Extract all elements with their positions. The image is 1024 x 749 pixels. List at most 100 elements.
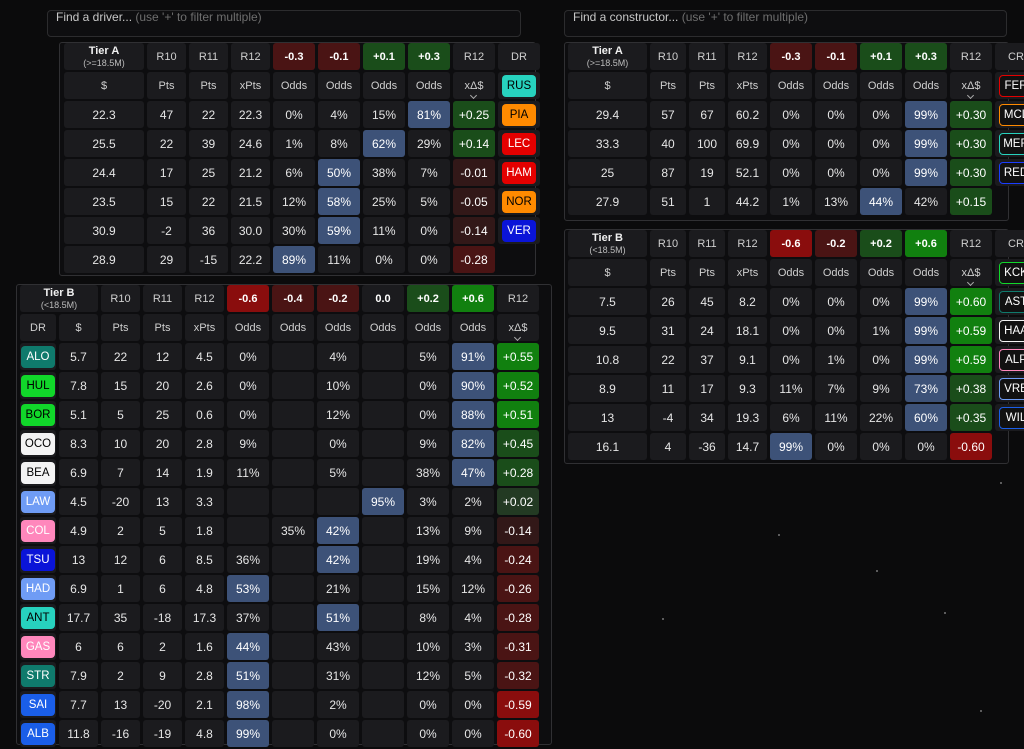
driver-tag[interactable]: SAI (21, 693, 55, 716)
constructor-tag[interactable]: VRB (999, 377, 1024, 400)
driver-code-cell[interactable]: GAS (20, 633, 56, 660)
constructor-code-cell[interactable]: VRB (995, 375, 1024, 402)
driver-tag[interactable]: RUS (502, 74, 536, 97)
constructor-tag[interactable]: ALP (999, 348, 1024, 371)
column-header: R10 (101, 285, 140, 312)
sort-column-header[interactable]: xΔ$ (950, 259, 992, 286)
driver-code-cell[interactable]: VER (498, 217, 540, 244)
driver-code-cell[interactable]: ALO (20, 343, 56, 370)
table-cell: 0.6 (185, 401, 224, 428)
driver-code-cell[interactable]: BOR (20, 401, 56, 428)
constructor-tag[interactable]: MER (999, 132, 1024, 155)
column-header: 0.0 (362, 285, 404, 312)
constructor-tag[interactable]: HAA (999, 319, 1024, 342)
driver-search-input[interactable] (47, 10, 521, 37)
column-header: R12 (453, 43, 495, 70)
constructor-code-cell[interactable]: FER (995, 72, 1024, 99)
driver-code-cell[interactable]: BEA (20, 459, 56, 486)
driver-code-cell[interactable]: STR (20, 662, 56, 689)
driver-tag[interactable]: HUL (21, 374, 55, 397)
constructor-code-cell[interactable]: HAA (995, 317, 1024, 344)
driver-tag[interactable]: LAW (21, 490, 55, 513)
driver-tag[interactable]: ANT (21, 606, 55, 629)
driver-tag[interactable]: TSU (21, 548, 55, 571)
constructor-tag[interactable]: FER (999, 74, 1024, 97)
odds-value: 1% (273, 130, 315, 157)
driver-code-cell[interactable]: NOR (498, 188, 540, 215)
column-subheader: Pts (143, 314, 182, 341)
constructor-code-cell[interactable]: WIL (995, 404, 1024, 431)
constructor-tag[interactable]: RED (999, 161, 1024, 184)
constructor-search[interactable]: Find a constructor... (use '+' to filter… (564, 5, 1007, 37)
driver-search[interactable]: Find a driver... (use '+' to filter mult… (47, 5, 521, 37)
constructor-code-cell[interactable]: MER (995, 130, 1024, 157)
table-cell: 31 (650, 317, 686, 344)
driver-code-cell[interactable]: SAI (20, 691, 56, 718)
odds-value: 1% (815, 346, 857, 373)
constructor-tag[interactable]: AST (999, 290, 1024, 313)
constructor-tag[interactable]: KCK (999, 261, 1024, 284)
constructor-tag[interactable]: MCL (999, 103, 1024, 126)
constructor-search-input[interactable] (564, 10, 1007, 37)
driver-code-cell[interactable]: LEC (498, 130, 540, 157)
driver-code-cell[interactable]: PIA (498, 101, 540, 128)
odds-value: 60% (905, 404, 947, 431)
driver-tag[interactable]: HAD (21, 577, 55, 600)
sort-column-header[interactable]: xΔ$ (950, 72, 992, 99)
driver-tag[interactable]: BEA (21, 461, 55, 484)
driver-code-cell[interactable]: TSU (20, 546, 56, 573)
column-subheader: Odds (770, 72, 812, 99)
sort-column-header[interactable]: xΔ$ (453, 72, 495, 99)
driver-code-cell[interactable]: ALB (20, 720, 56, 747)
driver-code-cell[interactable]: HAD (20, 575, 56, 602)
constructor-code-cell[interactable]: AST (995, 288, 1024, 315)
table-cell: 9.5 (568, 317, 647, 344)
driver-tag[interactable]: ALB (21, 722, 55, 745)
driver-code-cell[interactable]: OCO (20, 430, 56, 457)
driver-tag[interactable]: ALO (21, 345, 55, 368)
odds-value: 9% (452, 517, 494, 544)
driver-tag[interactable]: GAS (21, 635, 55, 658)
odds-value: 22% (860, 404, 902, 431)
odds-value: 0% (815, 317, 857, 344)
table-cell: 28.9 (64, 246, 144, 273)
odds-value: 0% (407, 691, 449, 718)
odds-value: 99% (770, 433, 812, 460)
driver-code-cell[interactable]: COL (20, 517, 56, 544)
odds-value: 0% (317, 430, 359, 457)
driver-code-cell[interactable]: LAW (20, 488, 56, 515)
table-cell: -2 (147, 217, 186, 244)
constructor-code-cell[interactable]: RED (995, 159, 1024, 186)
driver-code-cell[interactable]: RUS (498, 72, 540, 99)
driver-tag[interactable]: LEC (502, 132, 536, 155)
table-cell: 30.9 (64, 217, 144, 244)
constructor-tag[interactable]: WIL (999, 406, 1024, 429)
sort-column-header[interactable]: xΔ$ (497, 314, 539, 341)
driver-code-cell[interactable]: HUL (20, 372, 56, 399)
driver-tag[interactable]: COL (21, 519, 55, 542)
delta-value: +0.55 (497, 343, 539, 370)
constructor-code-cell[interactable]: ALP (995, 346, 1024, 373)
driver-tag[interactable]: STR (21, 664, 55, 687)
driver-code-cell[interactable]: ANT (20, 604, 56, 631)
odds-value: 0% (815, 159, 857, 186)
driver-tag[interactable]: NOR (502, 190, 536, 213)
driver-tag[interactable]: BOR (21, 403, 55, 426)
tier-label: Tier A (>=18.5M) (568, 43, 647, 70)
column-subheader: Odds (815, 72, 857, 99)
driver-tag[interactable]: PIA (502, 103, 536, 126)
constructor-code-cell[interactable]: MCL (995, 101, 1024, 128)
odds-value: 0% (770, 288, 812, 315)
odds-value: 4% (318, 101, 360, 128)
delta-value: +0.59 (950, 317, 992, 344)
column-subheader: Pts (650, 72, 686, 99)
column-subheader: Odds (815, 259, 857, 286)
table-cell: 1 (689, 188, 725, 215)
odds-value: 81% (408, 101, 450, 128)
driver-tag[interactable]: VER (502, 219, 536, 242)
driver-tag[interactable]: HAM (502, 161, 536, 184)
driver-tag[interactable]: OCO (21, 432, 55, 455)
constructor-code-cell[interactable]: KCK (995, 259, 1024, 286)
odds-value: 35% (272, 517, 314, 544)
driver-code-cell[interactable]: HAM (498, 159, 540, 186)
